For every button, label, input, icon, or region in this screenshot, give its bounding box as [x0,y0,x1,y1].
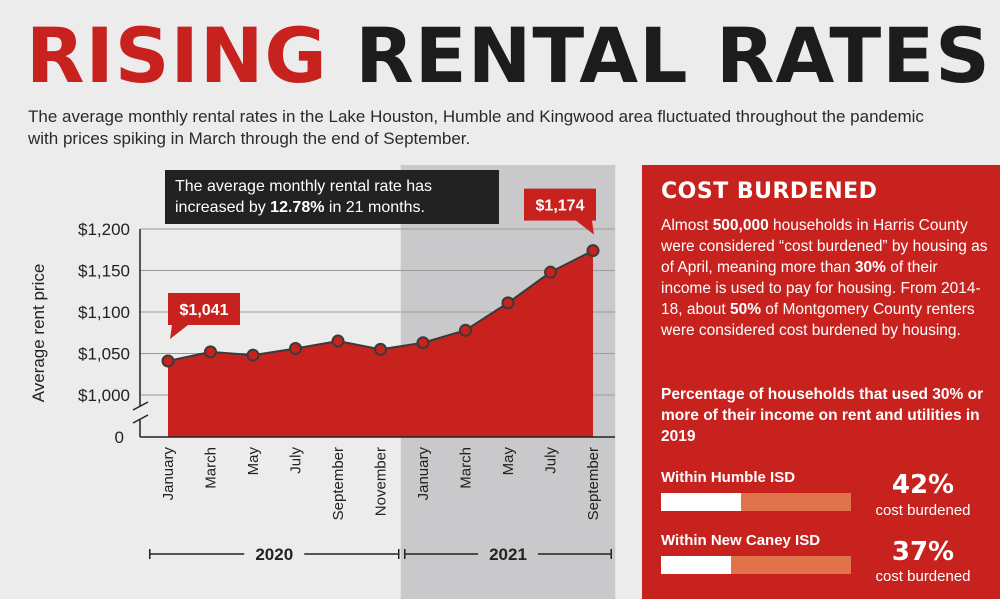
data-point [459,323,472,337]
bar-label-new-caney: Within New Caney ISD [661,532,821,549]
x-tick-label: September [585,447,602,520]
x-tick-label: March [203,447,220,489]
panel-paragraph-run: of Montgomery County renters were consid… [661,301,975,339]
data-point [161,354,175,368]
subtitle: The average monthly rental rates in the … [28,107,924,148]
y-axis-label: Average rent price [29,264,48,403]
panel-paragraph-run: of their income is used to pay for housi… [661,259,981,318]
bar-track-humble [661,493,851,511]
bar-track-new-caney [661,556,851,574]
x-tick-label: January [160,447,177,501]
panel-paragraph-run: Almost [661,217,713,234]
y-tick-label: $1,100 [78,303,130,322]
increase-callout: The average monthly rental rate has incr… [165,170,499,224]
panel-paragraph-run: 500,000 [712,217,769,234]
data-point [416,336,430,350]
panel-paragraph-run: 30% [854,259,886,276]
data-point [204,345,217,359]
data-label: $1,041 [180,302,229,319]
x-tick-label: November [373,447,390,516]
x-tick-label: January [415,447,432,501]
x-tick-label: July [288,447,305,474]
x-tick-label: September [330,447,347,520]
x-tick-label: May [500,447,517,476]
pct-new-caney: 37% [891,537,955,567]
x-tick-label: May [245,447,262,476]
data-point [289,342,302,356]
data-point [501,296,515,310]
data-label-box [168,292,240,339]
pct-sub-humble: cost burdened [875,502,971,519]
data-point [374,342,387,356]
data-label: $1,174 [536,198,585,215]
callout-suffix: in 21 months. [324,199,425,216]
title-red: RISING [26,11,328,100]
panel-paragraph: Almost 500,000 households in Harris Coun… [661,215,991,341]
data-point [331,334,345,348]
callout-prefix: The average monthly rental rate has incr… [175,178,433,216]
axis-break-mark [132,414,149,424]
x-tick-label: July [543,447,560,474]
x-tick-label: March [458,447,475,489]
year-label: 2021 [489,545,527,564]
year-label: 2020 [255,545,293,564]
data-point [586,244,600,258]
panel-heading: COST BURDENED [661,179,878,204]
zero-label: 0 [115,428,124,447]
data-point [246,348,260,362]
callout-highlight: 12.78% [270,199,325,216]
y-tick-label: $1,150 [78,262,130,281]
y-tick-label: $1,050 [78,345,130,364]
bar-fill-new-caney [661,556,732,574]
bar-fill-humble [661,493,741,511]
panel-paragraph-run: 50% [729,301,761,318]
data-label-box [524,188,596,235]
rent-chart: $1,000 $1,050 $1,100 $1,150 $1,200 0 Average r… [29,165,616,599]
y-tick-label: $1,200 [78,220,130,239]
pct-humble: 42% [891,470,955,500]
y-tick-label: $1,000 [78,386,130,405]
title-black: RENTAL RATES [355,11,991,100]
panel-subheading: Percentage of households that used 30% o… [661,386,984,445]
cost-burdened-panel: COST BURDENED Almost 500,000 households … [642,165,1000,599]
panel-paragraph-run: households in Harris County were conside… [661,217,988,276]
bar-label-humble: Within Humble ISD [661,469,796,486]
pct-sub-new-caney: cost burdened [875,568,971,585]
axis-break-mark [132,401,149,411]
page-title: RISING RENTAL RATES [26,14,991,98]
area-fill [168,250,593,437]
data-point [544,265,557,279]
